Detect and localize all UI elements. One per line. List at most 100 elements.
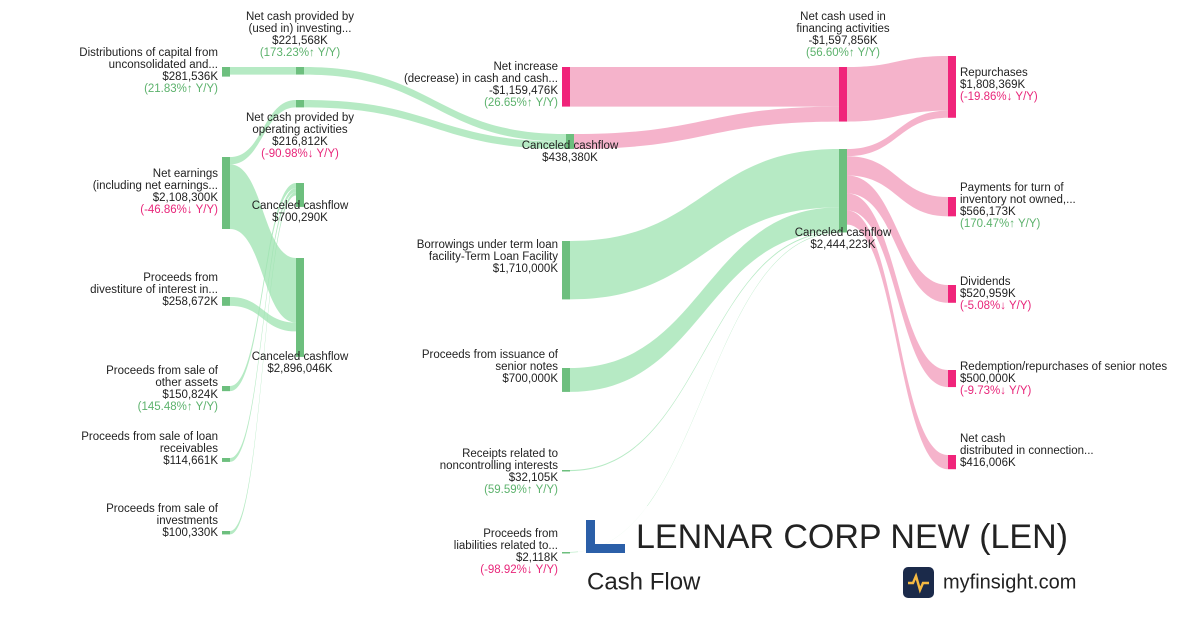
node-value: $221,568K <box>272 35 328 47</box>
node <box>222 157 230 229</box>
node-value: $1,808,369K <box>960 79 1026 91</box>
node <box>839 149 847 233</box>
link <box>574 106 839 149</box>
node-label: Proceeds from sale of loan <box>81 431 218 443</box>
nodes <box>222 56 956 554</box>
node-label: Repurchases <box>960 67 1028 79</box>
node-value: -$1,597,856K <box>808 35 877 47</box>
node-value: $2,896,046K <box>267 363 333 375</box>
node <box>948 197 956 217</box>
node-change: (56.60%↑ Y/Y) <box>806 47 880 59</box>
node-value: $216,812K <box>272 136 328 148</box>
node <box>566 134 574 149</box>
node-label: investments <box>157 515 219 527</box>
node <box>562 67 570 107</box>
node-label: Canceled cashflow <box>252 200 349 212</box>
node-change: (-9.73%↓ Y/Y) <box>960 385 1032 397</box>
node-change: (-90.98%↓ Y/Y) <box>261 148 339 160</box>
subtitle: Cash Flow <box>587 568 701 595</box>
link <box>570 232 839 553</box>
node-label: (including net earnings... <box>93 180 218 192</box>
node-value: $150,824K <box>162 389 218 401</box>
node <box>222 67 230 77</box>
node-label: Net cash provided by <box>246 112 354 124</box>
node-change: (21.83%↑ Y/Y) <box>144 83 218 95</box>
node-change: (-46.86%↓ Y/Y) <box>140 204 218 216</box>
node-label: Net cash provided by <box>246 11 354 23</box>
node-label: Net earnings <box>153 168 218 180</box>
node <box>562 552 570 554</box>
brand-box: LENNAR CORP NEW (LEN) Cash Flow myfinsig… <box>578 506 1138 606</box>
node-label: Distributions of capital from <box>79 47 218 59</box>
link <box>230 297 296 332</box>
node-value: $2,108,300K <box>153 192 219 204</box>
node-change: (-5.08%↓ Y/Y) <box>960 300 1032 312</box>
node-label: noncontrolling interests <box>440 460 559 472</box>
node-change: (-98.92%↓ Y/Y) <box>480 564 558 576</box>
node-value: $500,000K <box>960 373 1016 385</box>
node-label: unconsolidated and... <box>109 59 218 71</box>
node-label: Redemption/repurchases of senior notes <box>960 361 1167 373</box>
link <box>304 100 566 149</box>
node <box>296 258 304 357</box>
node-value: $1,710,000K <box>493 263 559 275</box>
node-label: Proceeds from sale of <box>106 365 219 377</box>
node-change: (59.59%↑ Y/Y) <box>484 484 558 496</box>
node-label: Canceled cashflow <box>795 227 892 239</box>
node-value: $2,444,223K <box>810 239 876 251</box>
node-label: divestiture of interest in... <box>90 284 218 296</box>
node <box>222 531 230 535</box>
node-value: $2,118K <box>516 552 558 564</box>
node-value: -$1,159,476K <box>489 85 558 97</box>
link <box>847 156 948 217</box>
node-label: Proceeds from issuance of <box>422 349 559 361</box>
node-value: $700,290K <box>272 212 328 224</box>
link <box>847 56 948 122</box>
links <box>230 56 948 553</box>
node <box>296 67 304 75</box>
node <box>948 285 956 303</box>
node <box>948 370 956 388</box>
link <box>847 193 948 388</box>
node-label: Net cash <box>960 433 1005 445</box>
node-label: operating activities <box>252 124 347 136</box>
node-value: $520,959K <box>960 288 1016 300</box>
link <box>230 67 296 75</box>
link <box>230 183 296 392</box>
node <box>948 56 956 118</box>
node <box>296 183 304 207</box>
node-value: $566,173K <box>960 206 1016 218</box>
node <box>222 297 230 306</box>
node-value: $100,330K <box>162 527 218 539</box>
node-label: Canceled cashflow <box>252 351 349 363</box>
logo <box>586 520 625 553</box>
node-change: (26.65%↑ Y/Y) <box>484 97 558 109</box>
link <box>570 207 839 392</box>
node <box>948 455 956 470</box>
node-value: $258,672K <box>162 296 218 308</box>
node-value: $416,006K <box>960 457 1016 469</box>
node-value: $32,105K <box>509 472 559 484</box>
node-label: (decrease) in cash and cash... <box>404 73 558 85</box>
node <box>839 67 847 122</box>
node-value: $438,380K <box>542 152 598 164</box>
node-label: Net cash used in <box>800 11 886 23</box>
link <box>847 175 948 303</box>
node <box>562 470 570 472</box>
link <box>230 188 296 462</box>
link <box>847 110 948 157</box>
node-label: financing activities <box>796 23 890 35</box>
node <box>222 386 230 392</box>
node-label: Proceeds from <box>483 528 558 540</box>
node-label: Canceled cashflow <box>522 140 619 152</box>
node-value: $114,661K <box>163 455 218 467</box>
node-label: other assets <box>155 377 218 389</box>
node-label: (used in) investing... <box>249 23 352 35</box>
node <box>562 368 570 392</box>
node-change: (170.47%↑ Y/Y) <box>960 218 1041 230</box>
brand-backdrop <box>578 506 1138 606</box>
node-label: distributed in connection... <box>960 445 1094 457</box>
node-label: senior notes <box>495 361 558 373</box>
